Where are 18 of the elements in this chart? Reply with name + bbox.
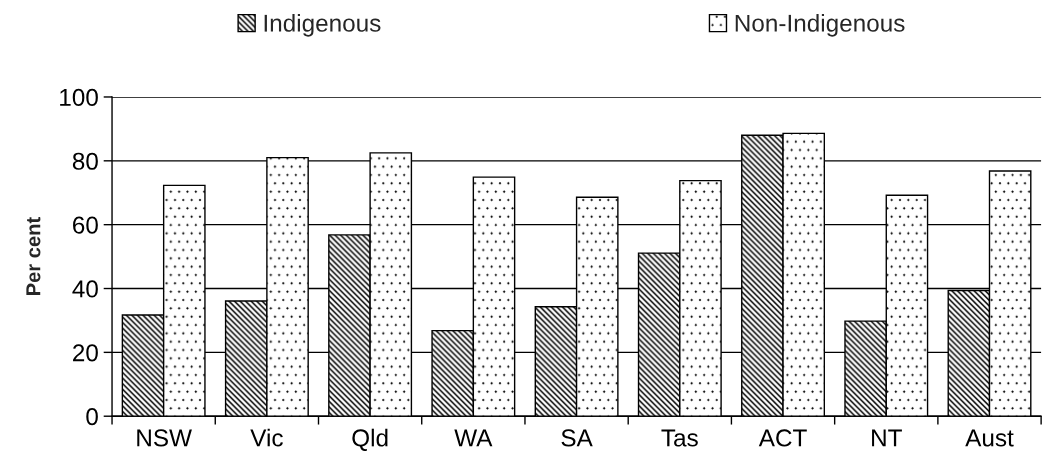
x-tick-label: NSW [137, 429, 192, 447]
y-tick-label: 20 [73, 344, 98, 362]
y-tick-label: 40 [72, 280, 98, 298]
x-tick-label: Aust [965, 429, 1014, 447]
y-tick-label: 60 [73, 216, 98, 234]
x-tick-label: NT [872, 429, 902, 447]
legend-label: Indigenous [264, 13, 381, 37]
legend-label: Non-Indigenous [735, 13, 905, 37]
y-tick-label: 0 [86, 408, 98, 426]
x-tick-label: Tas [661, 429, 698, 447]
y-tick-label: 80 [72, 152, 98, 170]
x-tick-label: ACT [758, 429, 807, 447]
y-tick-label: 100 [60, 88, 98, 107]
x-tick-label: Vic [250, 428, 283, 447]
x-tick-label: SA [561, 429, 593, 447]
x-tick-label: Qld [352, 428, 388, 451]
x-tick-label: WA [454, 429, 493, 447]
y-axis-title: Per cent [26, 217, 41, 295]
